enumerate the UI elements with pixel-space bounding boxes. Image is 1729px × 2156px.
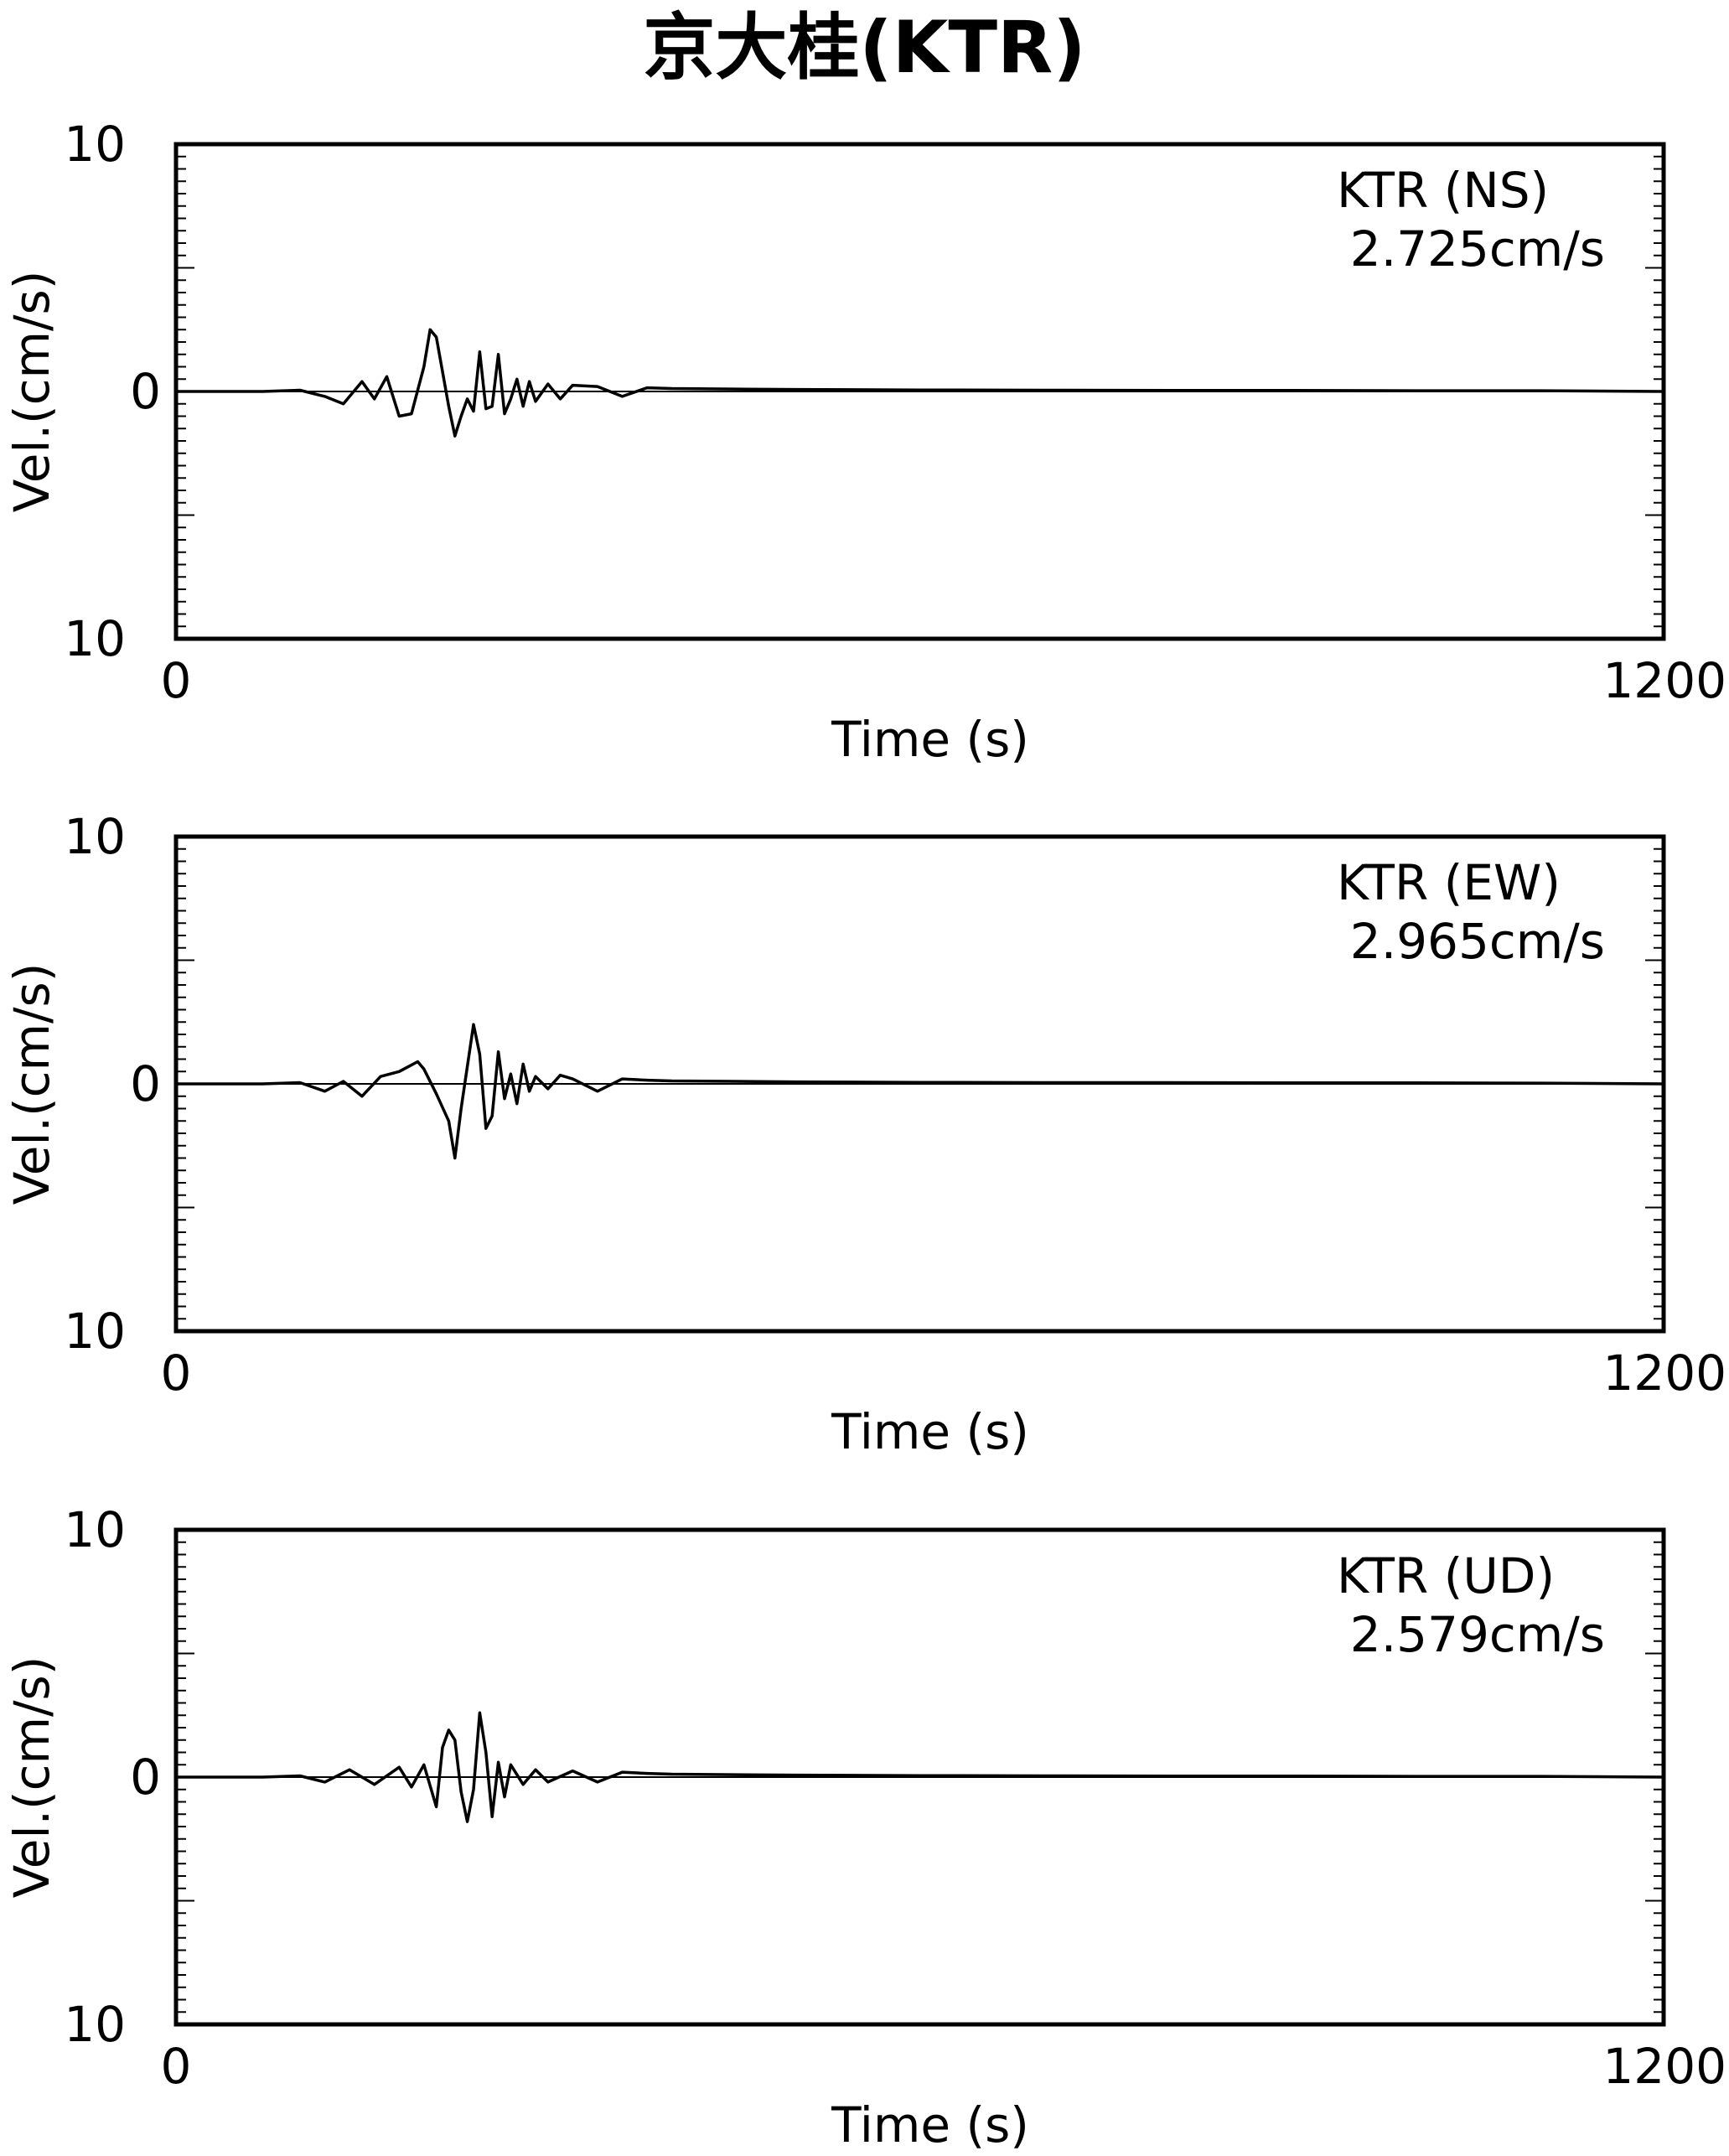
peak-velocity-annotation: 2.579cm/s [1350,1606,1605,1663]
x-tick-label-start: 0 [161,1345,192,1402]
peak-velocity-annotation: 2.965cm/s [1350,913,1605,970]
x-tick-label-end: 1200 [1602,652,1726,709]
component-annotation: KTR (UD) [1337,1547,1555,1604]
velocity-waveform-series [176,1711,1664,1823]
y-tick-label-top: 10 [64,1501,126,1558]
y-tick-label-top: 10 [64,116,126,173]
x-tick-label-start: 0 [161,652,192,709]
x-axis-label: Time (s) [831,2096,1029,2153]
component-annotation: KTR (EW) [1337,854,1561,911]
y-tick-label-bottom: 10 [64,1303,126,1360]
component-annotation: KTR (NS) [1337,162,1549,219]
y-tick-label-zero: 0 [130,363,161,420]
y-tick-label-zero: 0 [130,1749,161,1806]
peak-velocity-annotation: 2.725cm/s [1350,220,1605,277]
plot-frame [173,142,1666,641]
y-tick-label-bottom: 10 [64,1996,126,2053]
x-tick-label-end: 1200 [1602,1345,1726,1402]
y-tick-label-top: 10 [64,808,126,865]
page-title: 京大桂(KTR) [643,6,1086,90]
y-tick-label-zero: 0 [130,1055,161,1112]
x-axis-label: Time (s) [831,711,1029,768]
plot-frame [173,834,1666,1334]
y-axis-label: Vel.(cm/s) [3,271,60,513]
velocity-waveform-series [176,328,1664,438]
x-tick-label-start: 0 [161,2038,192,2095]
x-tick-label-end: 1200 [1602,2038,1726,2095]
chart-panel-3: 10 0 10 0 1200 Time (s) Vel.(cm/s) KTR (UD)2.57… [3,1501,1726,2153]
x-axis-label: Time (s) [831,1403,1029,1460]
y-axis-label: Vel.(cm/s) [3,1656,60,1899]
velocity-waveform-series [176,1023,1664,1160]
chart-panel-2: 10 0 10 0 1200 Time (s) Vel.(cm/s) KTR (EW)2.96… [3,808,1726,1460]
chart-panel-1: 10 0 10 0 1200 Time (s) Vel.(cm/s) KTR (NS)2.72… [3,116,1726,768]
y-axis-label: Vel.(cm/s) [3,963,60,1205]
y-tick-label-bottom: 10 [64,610,126,667]
plot-frame [173,1527,1666,2027]
